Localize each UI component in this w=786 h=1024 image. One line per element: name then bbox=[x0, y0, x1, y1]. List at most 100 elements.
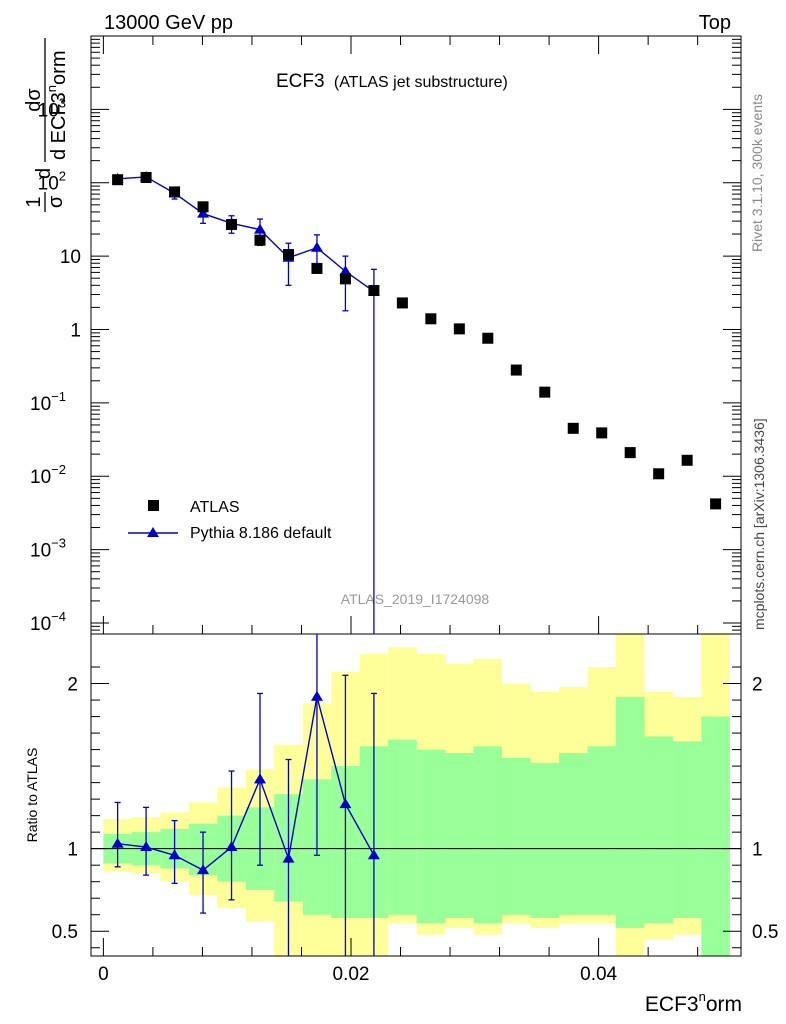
chart-title-main: ECF3 bbox=[276, 71, 325, 92]
atlas-point bbox=[453, 323, 465, 335]
x-tick-label: 0.04 bbox=[580, 964, 617, 985]
main-y-tick-label: 103 bbox=[38, 95, 66, 121]
x-label-sup: n bbox=[699, 989, 706, 1004]
ratio-point bbox=[168, 849, 181, 860]
atlas-point bbox=[567, 422, 579, 434]
main-y-tick-base: 10 bbox=[30, 541, 51, 562]
main-y-tick-base: 10 bbox=[30, 614, 51, 635]
y-label-sigma: σ bbox=[45, 195, 67, 208]
process-label: Top bbox=[699, 12, 731, 34]
atlas-point bbox=[482, 332, 494, 344]
atlas-point bbox=[396, 297, 408, 309]
chart-title: ECF3 (ATLAS jet substructure) bbox=[276, 71, 508, 92]
x-tick-label: 0.02 bbox=[333, 964, 370, 985]
ratio-plot-frame bbox=[90, 633, 742, 957]
atlas-point bbox=[624, 447, 636, 459]
ratio-y-tick-label-right: 2 bbox=[752, 675, 763, 696]
atlas-point bbox=[311, 262, 323, 274]
main-y-axis-label: 1 σ d dσ d ECF3norm bbox=[23, 38, 70, 212]
main-y-tick-base: 10 bbox=[30, 394, 51, 415]
main-y-tick-label: 10−1 bbox=[30, 389, 66, 415]
atlas-point bbox=[197, 201, 209, 213]
green-band-bin bbox=[701, 716, 730, 956]
main-y-tick-exponent: −3 bbox=[51, 536, 66, 551]
y-label-prefix: 1 bbox=[23, 196, 45, 207]
atlas-point bbox=[681, 454, 693, 466]
main-y-tick-label: 10 bbox=[60, 247, 81, 268]
atlas-point bbox=[254, 234, 266, 246]
green-band-bin bbox=[615, 696, 645, 928]
green-band-bin bbox=[445, 752, 474, 919]
green-band-bin bbox=[416, 749, 446, 923]
legend-atlas-marker bbox=[148, 500, 159, 511]
x-axis-label: ECF3norm bbox=[645, 989, 742, 1016]
legend-pythia-marker bbox=[147, 527, 159, 537]
green-band-bin bbox=[587, 746, 616, 915]
pythia-point bbox=[254, 223, 266, 234]
main-plot-frame bbox=[90, 35, 742, 635]
main-y-tick-exponent: 2 bbox=[59, 169, 66, 184]
y-label-denominator-base: d ECF3 bbox=[48, 92, 70, 160]
y-label-denominator: d ECF3norm bbox=[44, 51, 70, 161]
y-label-suffix: orm bbox=[48, 51, 70, 85]
x-tick-label: 0 bbox=[98, 964, 109, 985]
main-y-tick-base: 1 bbox=[70, 320, 81, 341]
y-label-sup: n bbox=[44, 85, 59, 92]
ratio-point bbox=[197, 864, 210, 875]
y-label-d: d bbox=[33, 168, 55, 179]
pythia-line bbox=[117, 176, 375, 293]
main-y-tick-label: 10−2 bbox=[30, 462, 66, 488]
main-y-tick-exponent: −4 bbox=[51, 609, 66, 624]
atlas-point bbox=[596, 427, 608, 439]
main-y-tick-exponent: −2 bbox=[51, 462, 66, 477]
energy-label: 13000 GeV pp bbox=[104, 12, 233, 34]
ratio-y-tick-label-right: 1 bbox=[752, 840, 763, 861]
y-label-dsigma: dσ bbox=[23, 88, 45, 112]
watermark: ATLAS_2019_I1724098 bbox=[341, 591, 490, 607]
green-band-bin bbox=[530, 762, 559, 919]
legend: ATLAS Pythia 8.186 default bbox=[128, 499, 332, 542]
atlas-point bbox=[140, 171, 152, 183]
x-label-base: ECF3 bbox=[645, 993, 699, 1016]
main-y-tick-label: 10−4 bbox=[30, 609, 66, 635]
atlas-point bbox=[226, 218, 238, 230]
pythia-point bbox=[310, 241, 323, 252]
main-y-tick-exponent: −1 bbox=[51, 389, 66, 404]
x-label-suffix: orm bbox=[706, 993, 742, 1016]
legend-pythia-label: Pythia 8.186 default bbox=[190, 525, 332, 542]
green-band-bin bbox=[388, 739, 417, 915]
atlas-point bbox=[339, 273, 351, 285]
ratio-line bbox=[117, 696, 375, 871]
ratio-y-tick-label: 0.5 bbox=[52, 922, 78, 943]
ratio-point bbox=[339, 798, 352, 809]
ratio-point bbox=[111, 837, 124, 848]
ratio-y-tick-label-right: 0.5 bbox=[752, 922, 778, 943]
main-y-tick-exponent: 3 bbox=[59, 95, 66, 110]
atlas-series bbox=[112, 171, 722, 510]
ratio-point bbox=[367, 849, 380, 860]
main-y-tick-base: 10 bbox=[30, 467, 51, 488]
chart-title-sub: (ATLAS jet substructure) bbox=[334, 74, 508, 91]
pythia-point bbox=[339, 265, 352, 276]
atlas-point bbox=[112, 174, 124, 186]
ratio-point bbox=[225, 841, 238, 852]
main-y-tick-base: 10 bbox=[60, 247, 81, 268]
main-y-tick-label: 10−3 bbox=[30, 536, 66, 562]
main-y-tick-base: 10 bbox=[38, 100, 59, 121]
ratio-y-axis-label: Ratio to ATLAS bbox=[24, 748, 40, 843]
atlas-point bbox=[710, 498, 722, 510]
pythia-series bbox=[111, 170, 380, 634]
green-band-bin bbox=[473, 746, 503, 923]
green-band-bin bbox=[559, 752, 588, 915]
green-band-bin bbox=[672, 741, 702, 919]
atlas-point bbox=[282, 249, 294, 261]
ratio-series bbox=[111, 634, 380, 956]
ratio-y-tick-label: 2 bbox=[67, 675, 78, 696]
rivet-label: Rivet 3.1.10, 300k events bbox=[749, 94, 765, 252]
atlas-point bbox=[653, 468, 665, 480]
legend-atlas-label: ATLAS bbox=[190, 499, 240, 516]
ratio-point bbox=[282, 852, 295, 863]
ratio-point bbox=[310, 690, 323, 701]
